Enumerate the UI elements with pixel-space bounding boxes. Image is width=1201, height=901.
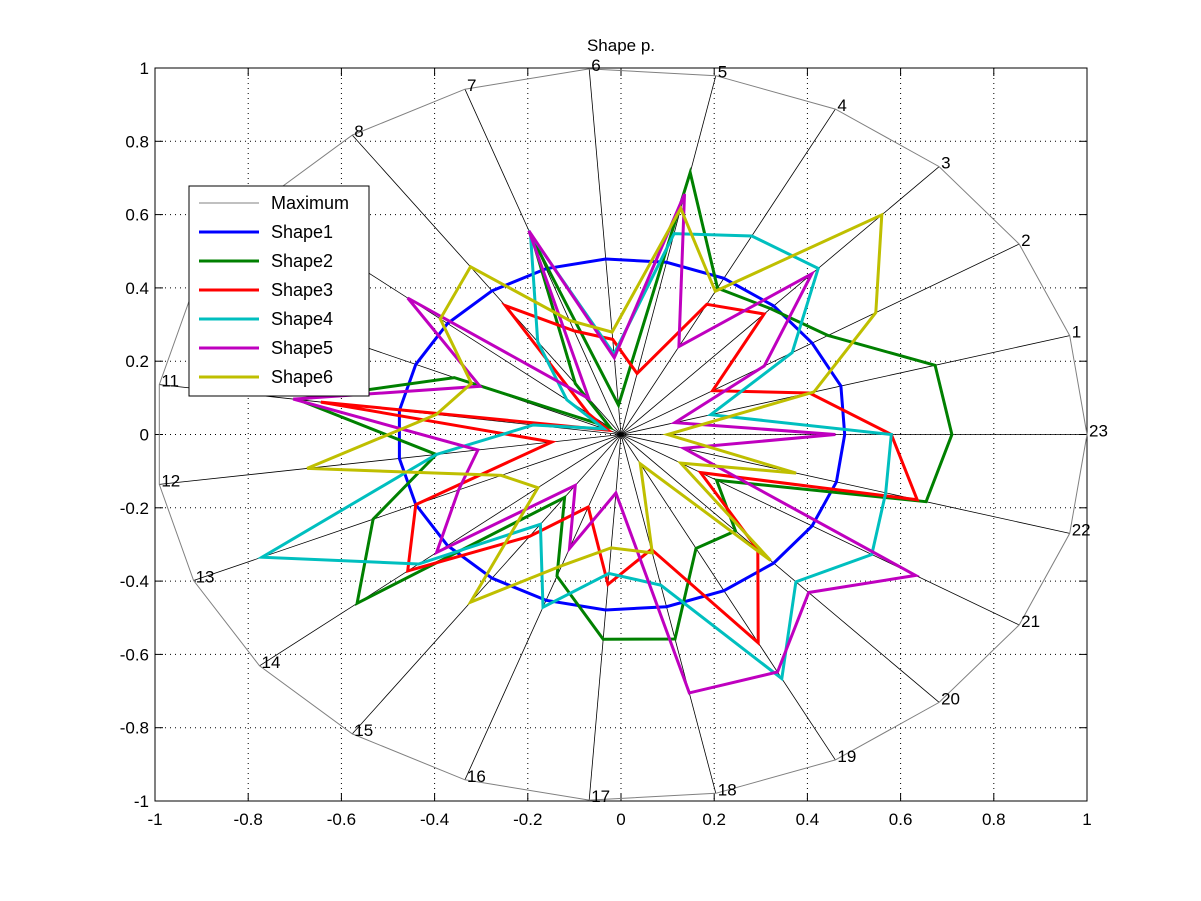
spoke-label: 11 (161, 372, 179, 391)
y-axis-ticks: 1 0.8 0.6 0.4 0.2 0 -0.2 -0.4 -0.6 -0.8 -1 (120, 59, 1087, 811)
y-tick-label: 0.6 (125, 206, 149, 225)
y-tick-label: 0.8 (125, 132, 149, 151)
spoke-label: 8 (354, 122, 363, 141)
spoke-label: 3 (941, 154, 950, 173)
spoke-label: 12 (161, 471, 180, 490)
y-tick-label: -0.8 (120, 719, 149, 738)
spoke-label: 13 (196, 568, 215, 587)
spoke-label: 18 (718, 780, 737, 799)
spoke-label: 17 (591, 787, 610, 806)
spoke-line (620, 434, 836, 761)
y-tick-label: -1 (134, 792, 149, 811)
legend-label: Maximum (271, 193, 349, 213)
series-shape2-line (291, 166, 954, 641)
legend-label: Shape2 (271, 251, 333, 271)
spoke-label: 23 (1089, 422, 1108, 441)
series-shape4-line (256, 228, 893, 682)
x-axis-ticks: -1 -0.8 -0.6 -0.4 -0.2 0 0.2 0.4 0.6 0.8 1 (147, 68, 1092, 829)
spoke-label: 4 (837, 96, 846, 115)
legend-label: Shape5 (271, 338, 333, 358)
spoke-label: 14 (262, 653, 281, 672)
series-shape5-line (292, 193, 921, 695)
x-tick-label: -0.8 (234, 810, 263, 829)
spoke-line (159, 434, 622, 485)
x-tick-label: 0.6 (889, 810, 913, 829)
spoke-line (620, 335, 1070, 435)
spoke-label: 21 (1021, 612, 1040, 631)
spoke-label: 20 (941, 689, 960, 708)
spoke-line (620, 434, 1070, 534)
legend[interactable]: Maximum Shape1 Shape2 Shape3 Shape4 Shape5 Sha… (188, 185, 370, 397)
series-layer (158, 68, 1088, 801)
y-tick-label: 0 (140, 426, 149, 445)
spoke-line (620, 243, 1020, 435)
x-tick-label: 1 (1082, 810, 1091, 829)
y-tick-label: 0.4 (125, 279, 149, 298)
x-tick-label: 0.4 (796, 810, 820, 829)
spoke-label: 19 (837, 747, 856, 766)
y-tick-label: 0.2 (125, 352, 149, 371)
legend-label: Shape4 (271, 309, 333, 329)
spoke-line (620, 434, 717, 794)
spoke-label: 15 (354, 721, 373, 740)
y-tick-label: -0.6 (120, 645, 149, 664)
spoke-label: 1 (1072, 323, 1081, 342)
spoke-label: 6 (591, 56, 600, 75)
y-tick-label: -0.4 (120, 572, 149, 591)
x-tick-label: 0 (616, 810, 625, 829)
series-maximum-line (158, 68, 1088, 801)
legend-items: Maximum Shape1 Shape2 Shape3 Shape4 Shape5 Sha… (199, 193, 349, 387)
spoke-label: 22 (1072, 520, 1091, 539)
y-tick-label: 1 (140, 59, 149, 78)
spoke-label: 7 (467, 76, 476, 95)
legend-label: Shape3 (271, 280, 333, 300)
spoke-label: 2 (1021, 231, 1030, 250)
legend-label: Shape6 (271, 367, 333, 387)
y-tick-label: -0.2 (120, 499, 149, 518)
spoke-line (620, 108, 836, 435)
x-tick-label: -1 (147, 810, 162, 829)
series-shape1-line (397, 257, 847, 612)
spoke-line (588, 68, 622, 435)
legend-label: Shape1 (271, 222, 333, 242)
spoke-label: 5 (718, 63, 727, 82)
x-tick-label: -0.6 (327, 810, 356, 829)
x-tick-label: 0.8 (982, 810, 1006, 829)
chart-title: Shape p. (587, 36, 655, 55)
spoke-label: 16 (467, 767, 486, 786)
x-tick-label: 0.2 (702, 810, 726, 829)
x-tick-label: -0.4 (420, 810, 449, 829)
series-shape6-line (306, 204, 884, 606)
x-tick-label: -0.2 (513, 810, 542, 829)
spoke-line (620, 434, 940, 703)
spoke-line (620, 166, 940, 435)
spoke-line (620, 434, 1020, 626)
